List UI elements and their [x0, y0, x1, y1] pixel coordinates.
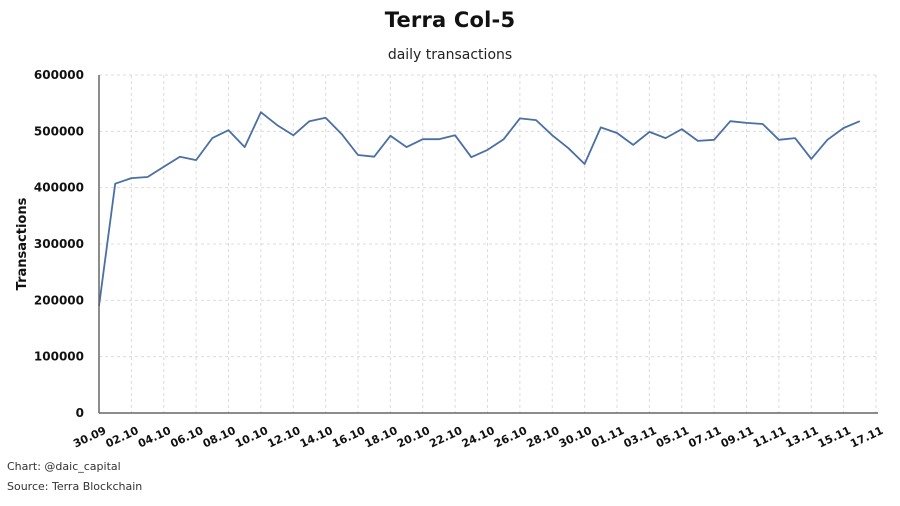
y-tick-label: 300000: [34, 237, 84, 251]
x-tick-label: 22.10: [427, 424, 464, 451]
gridlines: [99, 74, 878, 413]
data-source: Source: Terra Blockchain: [7, 480, 143, 493]
x-tick-label: 24.10: [460, 424, 497, 451]
y-tick-label: 500000: [34, 124, 84, 138]
x-tick-label: 28.10: [524, 424, 561, 451]
chart-credit: Chart: @daic_capital: [7, 460, 121, 473]
x-tick-label: 08.10: [201, 424, 238, 451]
x-tick-label: 20.10: [395, 424, 432, 451]
x-tick-label: 16.10: [330, 424, 367, 451]
y-tick-label: 0: [76, 406, 84, 420]
x-tick-label: 18.10: [363, 424, 400, 451]
y-tick-label: 100000: [34, 350, 84, 364]
x-tick-label: 03.11: [622, 424, 659, 450]
x-tick-label: 30.09: [71, 424, 108, 450]
x-tick-label: 12.10: [265, 424, 302, 451]
series-line: [98, 111, 861, 307]
x-tick-label: 07.11: [686, 424, 723, 450]
x-tick-label: 30.10: [557, 424, 594, 451]
x-tick-label: 09.11: [719, 424, 756, 450]
x-tick-label: 17.11: [848, 424, 885, 450]
x-tick-label: 06.10: [168, 424, 205, 451]
x-tick-label: 13.11: [783, 424, 820, 450]
chart-subtitle: daily transactions: [387, 47, 513, 63]
x-tick-label: 15.11: [816, 424, 853, 450]
x-tick-label: 26.10: [492, 424, 529, 451]
chart-title: Terra Col-5: [384, 8, 516, 32]
y-axis-label: Transactions: [15, 197, 30, 290]
x-tick-label: 14.10: [298, 424, 335, 451]
y-tick-label: 600000: [34, 68, 84, 82]
x-tick-label: 04.10: [136, 424, 173, 451]
x-tick-label: 10.10: [233, 424, 270, 451]
y-axis-ticks: 0 100000 200000 300000 400000 500000 600000: [34, 68, 84, 420]
x-axis-ticks: 30.0902.1004.1006.1008.1010.1012.1014.10…: [71, 424, 885, 451]
x-tick-label: 05.11: [654, 424, 691, 450]
x-tick-label: 01.11: [589, 424, 626, 450]
y-tick-label: 200000: [34, 293, 84, 307]
x-tick-label: 11.11: [751, 424, 788, 450]
x-tick-label: 02.10: [104, 424, 141, 451]
y-tick-label: 400000: [34, 181, 84, 195]
